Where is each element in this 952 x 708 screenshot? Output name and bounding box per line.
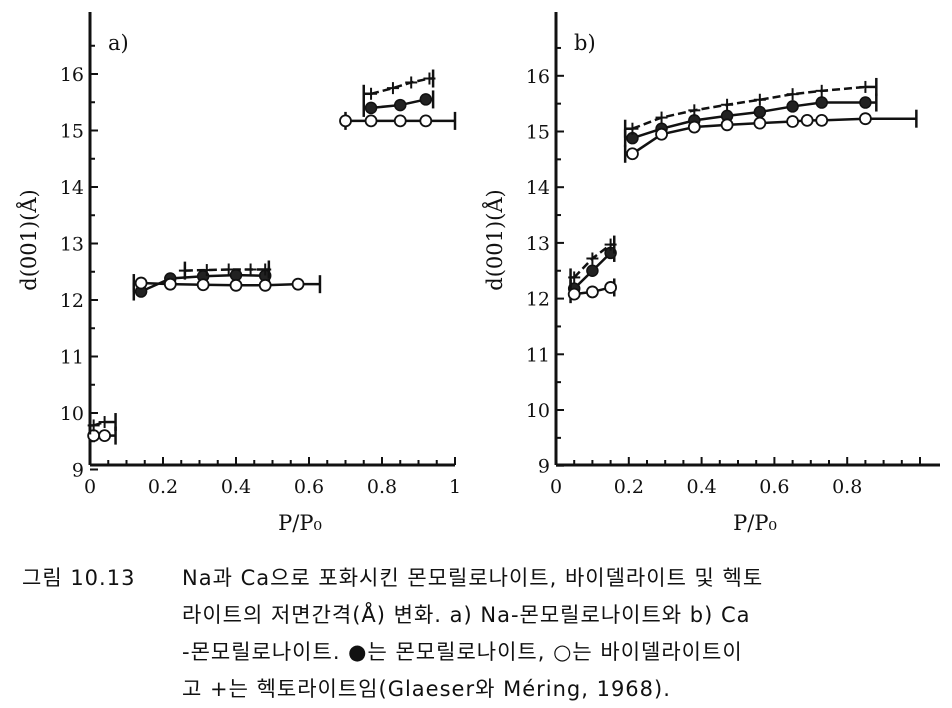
x-tick-label-a: 0.6 <box>294 476 324 498</box>
y-tick-label-b: 12 <box>526 289 550 311</box>
caption-text: Na과 Ca으로 포화시킨 몬모릴로나이트, 바이델라이트 및 헥토 라이트의 … <box>182 560 942 708</box>
x-tick-label-b: 0.2 <box>614 476 644 498</box>
panel-label-b: b) <box>574 31 596 55</box>
data-point-plus-a <box>200 264 213 277</box>
y-tick-label-a: 14 <box>60 177 84 199</box>
data-point-plus-a <box>386 82 399 95</box>
data-point-open-a <box>339 114 352 128</box>
data-point-open-a <box>258 278 272 292</box>
data-point-open-a <box>291 277 305 291</box>
data-point-open-b <box>626 147 639 161</box>
data-point-plus-a <box>178 264 191 277</box>
data-point-plus-b <box>586 252 599 265</box>
x-tick-label-a: 0.2 <box>148 476 178 498</box>
data-point-open-b <box>655 127 668 141</box>
y-tick-label-b: 11 <box>526 344 550 366</box>
data-point-open-a <box>134 276 148 290</box>
y-tick-label-a: 13 <box>60 234 84 256</box>
data-point-filled-b <box>753 105 767 119</box>
data-point-open-b <box>586 285 599 299</box>
x-tick-label-b: 0 <box>550 476 562 498</box>
data-point-filled-a <box>394 98 407 112</box>
x-axis-title-a: P/P₀ <box>278 511 322 535</box>
caption-line-4: 고 +는 헥토라이트임(Glaeser와 Méring, 1968). <box>182 677 671 701</box>
x-tick-label-b: 0.4 <box>686 476 716 498</box>
data-point-plus-b <box>815 84 828 97</box>
caption-line-2: 라이트의 저면간격(Å) 변화. a) Na-몬모릴로나이트와 b) Ca <box>182 603 751 627</box>
data-point-filled-b <box>859 96 872 109</box>
x-axis-title-b: P/P₀ <box>733 511 777 535</box>
data-point-filled-b <box>815 96 828 109</box>
data-point-plus-b <box>604 238 617 251</box>
data-point-plus-b <box>753 93 766 106</box>
caption-line-3: -몬모릴로나이트. ●는 몬모릴로나이트, ○는 바이델라이트이 <box>182 640 743 664</box>
y-tick-label-a: 9 <box>72 460 84 482</box>
data-point-open-a <box>98 429 111 443</box>
series-line-a <box>370 77 430 95</box>
y-axis-title-b: d(001)(Å) <box>482 189 507 290</box>
y-tick-label-a: 11 <box>60 347 84 369</box>
data-point-filled-b <box>586 264 599 277</box>
x-tick-label-b: 0.8 <box>832 476 862 498</box>
data-point-plus-a <box>87 419 100 432</box>
y-tick-label-a: 16 <box>60 64 84 86</box>
y-tick-label-b: 16 <box>526 66 550 88</box>
data-point-open-b <box>720 118 734 132</box>
data-point-plus-a <box>222 263 235 276</box>
y-tick-label-a: 12 <box>60 290 84 312</box>
y-tick-label-b: 9 <box>538 456 550 478</box>
x-tick-label-a: 0.8 <box>367 476 397 498</box>
data-point-open-b <box>604 281 617 294</box>
data-point-open-a <box>163 277 177 291</box>
series-line-b <box>631 85 866 130</box>
data-point-open-a <box>364 114 378 128</box>
x-tick-label-b: 0.6 <box>759 476 789 498</box>
chart-panel-b: 9 10 11 12 13 14 15 16 0 0.2 0.4 0.6 0.8 P/P₀ d(001)(Å… <box>482 12 940 535</box>
y-tick-label-b: 10 <box>526 400 550 422</box>
data-point-filled-b <box>786 100 799 113</box>
data-point-plus-b <box>721 98 734 111</box>
data-point-filled-a <box>419 93 433 106</box>
data-point-open-a <box>393 114 407 128</box>
data-point-plus-b <box>859 80 872 93</box>
data-point-plus-a <box>405 76 418 89</box>
data-point-open-b <box>859 112 872 126</box>
panel-label-a: a) <box>108 31 129 55</box>
caption-label: 그림 10.13 <box>22 566 136 590</box>
data-point-open-b <box>800 113 814 127</box>
x-tick-label-a: 0.4 <box>221 476 251 498</box>
data-point-plus-a <box>365 87 378 100</box>
x-tick-label-a: 0 <box>84 476 96 498</box>
data-point-plus-b <box>626 122 639 135</box>
y-tick-label-a: 15 <box>60 121 84 143</box>
data-point-open-b <box>815 113 829 127</box>
y-tick-label-b: 15 <box>526 122 550 144</box>
data-point-open-a <box>229 278 243 292</box>
figure-canvas: 9 10 11 12 13 14 15 16 0 0.2 0.4 0.6 0.8 1 P/P₀ d(001)(… <box>16 12 940 535</box>
data-point-filled-a <box>364 101 378 115</box>
data-point-plus-b <box>655 111 668 124</box>
y-tick-label-a: 10 <box>60 403 84 425</box>
data-point-open-a <box>196 278 210 292</box>
data-point-open-b <box>567 287 581 301</box>
data-point-plus-b <box>688 104 701 117</box>
data-point-plus-b <box>786 88 799 101</box>
x-tick-label-a: 1 <box>449 476 461 498</box>
data-point-plus-a <box>244 263 257 276</box>
data-point-plus-b <box>568 271 581 284</box>
caption-line-1: Na과 Ca으로 포화시킨 몬모릴로나이트, 바이델라이트 및 헥토 <box>182 566 764 590</box>
data-point-open-a <box>419 114 433 128</box>
y-tick-label-b: 14 <box>526 177 550 199</box>
data-point-open-b <box>753 116 767 130</box>
y-axis-title-a: d(001)(Å) <box>16 189 41 290</box>
data-point-plus-a <box>98 416 111 429</box>
data-point-plus-a <box>423 72 436 85</box>
data-point-plus-a <box>259 263 272 276</box>
data-point-open-b <box>786 115 799 128</box>
chart-panel-a: 9 10 11 12 13 14 15 16 0 0.2 0.4 0.6 0.8 1 P/P₀ d(001)(… <box>16 12 461 535</box>
data-point-open-b <box>687 120 701 134</box>
y-tick-label-b: 13 <box>526 233 550 255</box>
